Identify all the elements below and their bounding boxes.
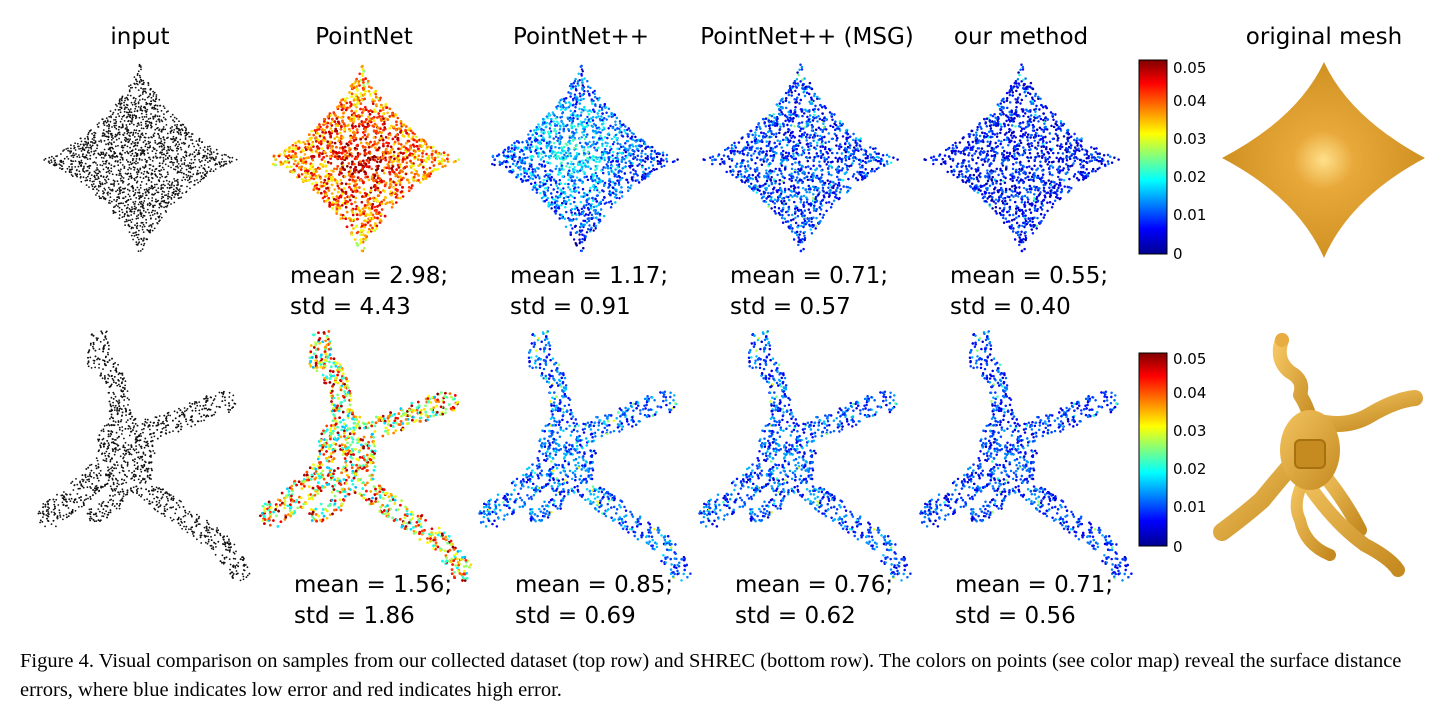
top-pointnet-pointcloud [272,64,460,253]
top-cb-tick-005: 0.05 [1173,59,1206,77]
title-our-method: our method [954,24,1088,50]
bottom-input-pointcloud [37,330,251,582]
figure-caption: Figure 4. Visual comparison on samples f… [20,647,1450,705]
top-original-mesh [1222,62,1425,258]
bot-cb-tick-004: 0.04 [1173,384,1206,402]
bottom-colorbar: 0.05 0.04 0.03 0.02 0.01 0 [1138,350,1206,556]
bottom-msg-mean: mean = 0.76; [735,572,893,598]
top-pointnetpp-pointcloud [491,64,679,253]
title-original-mesh: original mesh [1246,24,1402,50]
top-cb-tick-004: 0.04 [1173,92,1206,110]
title-input: input [110,24,169,50]
bottom-pointnetpp-pointcloud [478,330,692,582]
bottom-ours-std: std = 0.56 [955,603,1076,629]
top-input-pointcloud [43,63,238,253]
title-pointnetpp: PointNet++ [513,24,649,50]
bottom-pointnet-mean: mean = 1.56; [294,572,452,598]
top-pointnet-mean: mean = 2.98; [290,263,448,289]
top-cb-tick-002: 0.02 [1173,168,1206,186]
top-cb-tick-003: 0.03 [1173,130,1206,148]
bottom-pointnetpp-std: std = 0.69 [515,603,636,629]
bottom-mesh-head [1275,333,1289,347]
bottom-mesh-belt [1294,439,1326,469]
top-msg-pointcloud [702,63,899,253]
bot-cb-tick-002: 0.02 [1173,460,1206,478]
top-ours-std: std = 0.40 [950,294,1071,320]
top-msg-std: std = 0.57 [730,294,851,320]
top-ours-mean: mean = 0.55; [950,263,1108,289]
bot-cb-tick-003: 0.03 [1173,422,1206,440]
bot-cb-tick-005: 0.05 [1173,350,1206,368]
bottom-ours-pointcloud [919,330,1133,582]
bottom-msg-std: std = 0.62 [735,603,856,629]
bottom-pointnet-std: std = 1.86 [294,603,415,629]
bottom-pointnetpp-mean: mean = 0.85; [515,572,673,598]
top-pointnet-std: std = 4.43 [290,294,411,320]
top-ours-pointcloud [923,63,1120,253]
bottom-ours-mean: mean = 0.71; [955,572,1113,598]
bottom-pointnet-pointcloud [259,330,473,582]
top-cb-tick-001: 0.01 [1173,206,1206,224]
bot-cb-tick-0: 0 [1173,538,1183,556]
top-msg-mean: mean = 0.71; [730,263,888,289]
top-colorbar: 0.05 0.04 0.03 0.02 0.01 0 [1138,59,1206,263]
title-pointnet: PointNet [315,24,412,50]
top-pointnetpp-std: std = 0.91 [510,294,631,320]
title-pointnetpp-msg: PointNet++ (MSG) [700,24,914,50]
bot-cb-tick-001: 0.01 [1173,498,1206,516]
top-cb-tick-0: 0 [1173,245,1183,263]
bottom-msg-pointcloud [698,330,912,582]
top-pointnetpp-mean: mean = 1.17; [510,263,668,289]
